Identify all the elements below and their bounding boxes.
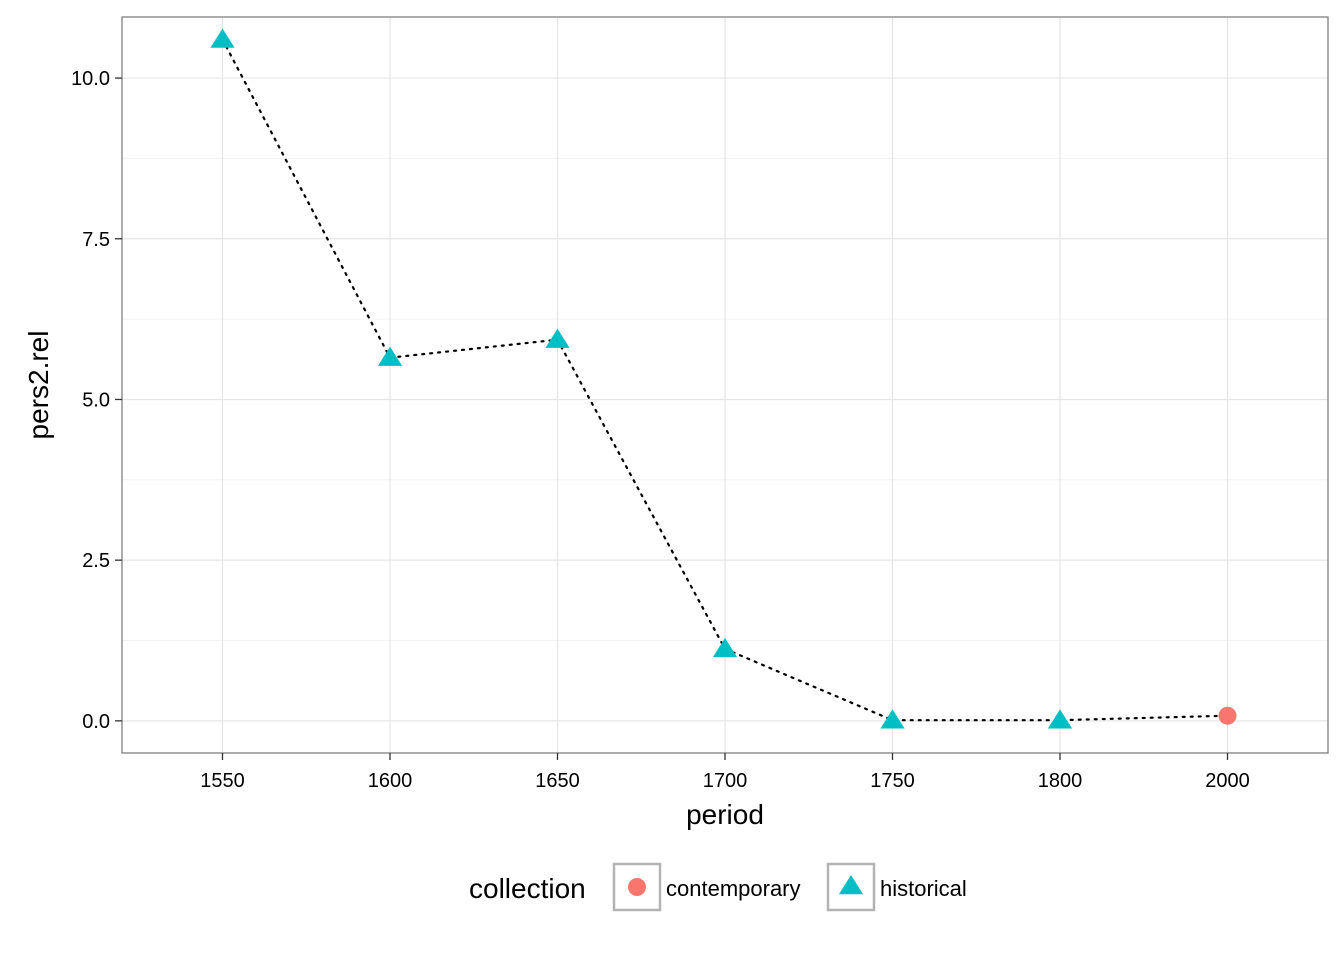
x-tick-label: 1800 bbox=[1038, 770, 1083, 792]
x-tick-label: 1650 bbox=[535, 770, 580, 792]
legend-label: contemporary bbox=[666, 876, 801, 901]
x-tick-label: 1600 bbox=[368, 770, 413, 792]
data-point-contemporary bbox=[1218, 706, 1237, 725]
legend-label: historical bbox=[880, 876, 967, 901]
x-tick-label: 1700 bbox=[703, 770, 748, 792]
x-axis-title: period bbox=[686, 799, 764, 830]
data-point-historical bbox=[880, 709, 905, 729]
x-tick-label: 2000 bbox=[1205, 770, 1250, 792]
legend-circle-icon bbox=[628, 878, 646, 896]
data-point-historical bbox=[545, 328, 570, 348]
y-tick-label: 2.5 bbox=[82, 550, 110, 572]
y-tick-label: 0.0 bbox=[82, 711, 110, 733]
x-tick-label: 1750 bbox=[870, 770, 915, 792]
x-tick-label: 1550 bbox=[200, 770, 245, 792]
data-point-historical bbox=[712, 637, 738, 658]
y-tick-label: 5.0 bbox=[82, 389, 110, 411]
data-point-historical bbox=[1047, 709, 1073, 729]
data-point-historical bbox=[210, 28, 235, 48]
y-tick-label: 10.0 bbox=[71, 68, 110, 90]
y-axis-title: pers2.rel bbox=[23, 331, 54, 440]
y-axis: 0.0 2.5 5.0 7.5 10.0 bbox=[71, 68, 122, 733]
data-points bbox=[210, 28, 1237, 729]
legend: collection contemporary historical bbox=[469, 862, 967, 912]
legend-title: collection bbox=[469, 873, 586, 904]
major-gridlines bbox=[122, 17, 1328, 753]
legend-entries: contemporary historical bbox=[612, 862, 967, 912]
x-axis: 1550 1600 1650 1700 1750 1800 2000 bbox=[200, 753, 1250, 792]
legend-key-box bbox=[826, 862, 876, 912]
legend-triangle-icon bbox=[838, 875, 864, 895]
y-tick-label: 7.5 bbox=[82, 229, 110, 251]
data-point-historical bbox=[377, 346, 403, 366]
